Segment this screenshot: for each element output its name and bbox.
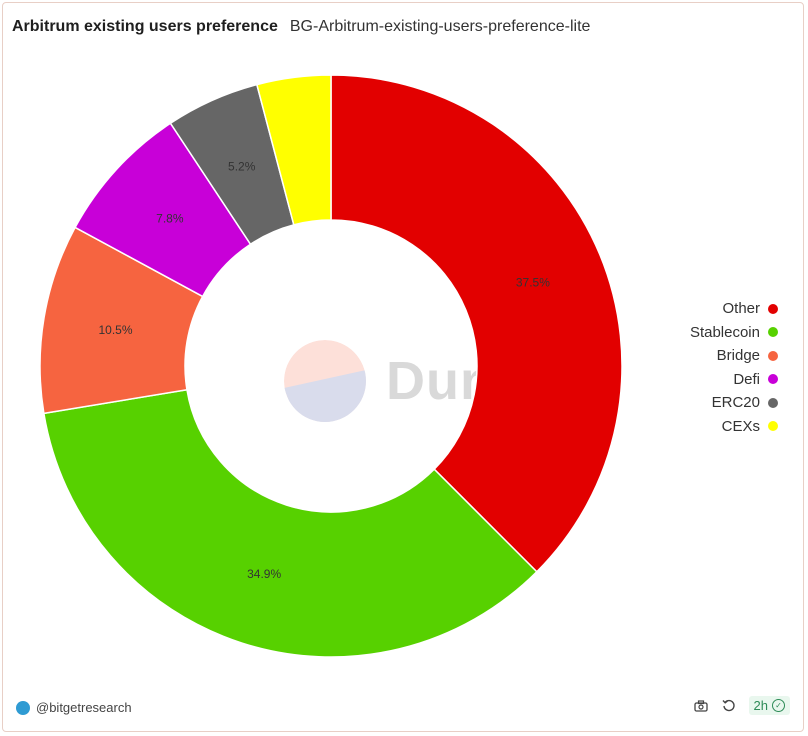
legend-label: ERC20 <box>711 394 760 412</box>
legend-item-stablecoin[interactable]: Stablecoin <box>690 324 778 342</box>
legend-dot-icon <box>768 350 778 361</box>
author-name[interactable]: @bitgetresearch <box>36 700 132 715</box>
reload-icon[interactable] <box>721 698 737 714</box>
slice-label-bridge: 10.5% <box>99 323 133 337</box>
legend-item-bridge[interactable]: Bridge <box>717 347 778 365</box>
legend-label: Bridge <box>716 347 760 365</box>
legend-label: CEXs <box>721 417 760 435</box>
legend-label: Stablecoin <box>689 323 760 341</box>
slice-stablecoin[interactable] <box>43 388 538 658</box>
slice-cexs[interactable] <box>255 74 332 226</box>
refresh-badge[interactable]: 2h ✓ <box>748 696 790 715</box>
legend-dot-icon <box>768 374 778 385</box>
legend-dot-icon <box>768 421 778 432</box>
chart-legend: Other Stablecoin Bridge Defi ERC20 CEXs <box>690 300 778 435</box>
legend-item-defi[interactable]: Defi <box>733 371 778 389</box>
slice-label-defi: 7.8% <box>156 211 184 225</box>
legend-dot-icon <box>768 327 778 338</box>
legend-dot-icon <box>768 397 778 408</box>
footer-actions: 2h ✓ <box>693 696 790 715</box>
check-icon: ✓ <box>772 699 785 712</box>
legend-item-cexs[interactable]: CEXs <box>722 418 778 436</box>
legend-item-erc20[interactable]: ERC20 <box>712 394 778 412</box>
legend-label: Other <box>722 300 760 318</box>
query-name[interactable]: BG-Arbitrum-existing-users-preference-li… <box>289 18 591 35</box>
dune-logo-icon <box>284 340 366 422</box>
slice-label-other: 37.5% <box>516 275 550 289</box>
slice-label-stablecoin: 34.9% <box>247 567 281 581</box>
camera-icon[interactable] <box>693 698 709 714</box>
slice-label-erc20: 5.2% <box>228 160 256 174</box>
chart-title: Arbitrum existing users preference <box>12 18 278 35</box>
refresh-age: 2h <box>753 698 768 713</box>
slice-other[interactable] <box>330 74 623 573</box>
chart-header: Arbitrum existing users preference BG-Ar… <box>12 18 590 36</box>
legend-dot-icon <box>768 303 778 314</box>
author-link[interactable]: @bitgetresearch <box>16 700 132 715</box>
legend-item-other[interactable]: Other <box>722 300 778 318</box>
legend-label: Defi <box>733 370 760 388</box>
author-avatar-icon <box>16 700 30 715</box>
